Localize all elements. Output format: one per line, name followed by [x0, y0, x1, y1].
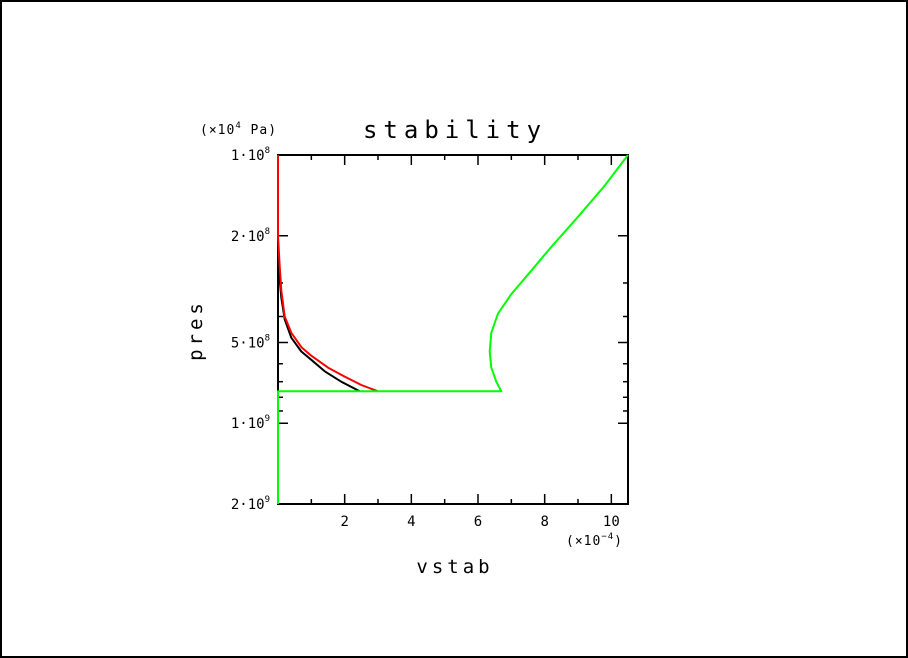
series-line-2: [277, 155, 379, 393]
y-tick-label-base: 2·10: [231, 229, 265, 245]
x-tick-label: 8: [540, 514, 548, 530]
x-tick-label: 4: [407, 514, 415, 530]
x-unit-label: (×10−4): [566, 532, 623, 549]
series-layer: [277, 154, 629, 504]
y-tick-label-exponent: 8: [265, 227, 270, 237]
x-tick-label: 10: [603, 514, 620, 530]
y-tick-label: 1·109: [231, 414, 270, 432]
y-axis-label: pres: [185, 299, 207, 361]
y-tick-label-exponent: 8: [265, 333, 270, 343]
plot-area: [277, 154, 629, 505]
y-tick-label-exponent: 9: [265, 495, 270, 505]
y-tick-label: 1·108: [231, 146, 270, 164]
x-axis-ticks: 2 4 6 8 10: [310, 155, 620, 530]
y-tick-label-exponent: 9: [265, 414, 270, 424]
y-unit-exponent: 4: [235, 121, 241, 131]
y-unit-prefix: (×10: [200, 123, 235, 138]
y-tick-label-exponent: 8: [265, 146, 270, 156]
y-tick-label-base: 5·10: [231, 335, 265, 351]
y-tick-label-base: 1·10: [231, 416, 265, 432]
series-line-3: [277, 154, 629, 504]
y-tick-label: 5·108: [231, 333, 270, 351]
plot-frame: [277, 154, 629, 505]
x-unit-suffix: ): [614, 534, 623, 549]
y-tick-label: 2·109: [231, 495, 270, 513]
x-unit-exponent: −4: [601, 532, 614, 542]
x-tick-label: 6: [474, 514, 482, 530]
y-tick-label: 2·108: [231, 227, 270, 245]
x-tick-label: 2: [340, 514, 348, 530]
chart-title: stability: [363, 116, 547, 144]
y-unit-label: (×104 Pa): [200, 121, 277, 138]
x-axis-label: vstab: [416, 556, 493, 578]
x-unit-prefix: (×10: [566, 534, 601, 549]
y-tick-label-base: 1·10: [231, 148, 265, 164]
y-unit-suffix: Pa): [242, 123, 277, 138]
y-tick-label-base: 2·10: [231, 497, 265, 513]
